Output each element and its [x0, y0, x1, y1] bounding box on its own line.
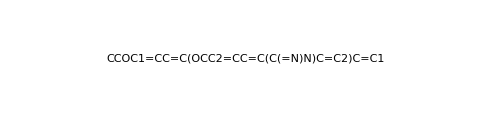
Text: CCOC1=CC=C(OCC2=CC=C(C(=N)N)C=C2)C=C1: CCOC1=CC=C(OCC2=CC=C(C(=N)N)C=C2)C=C1	[106, 53, 385, 62]
